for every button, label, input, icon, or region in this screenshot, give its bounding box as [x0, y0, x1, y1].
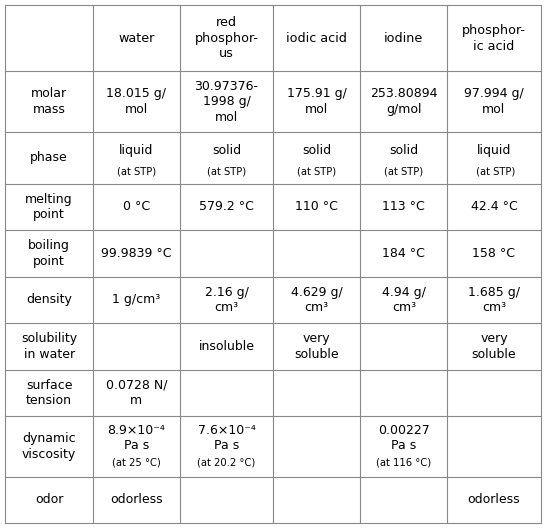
Text: odor: odor: [35, 493, 63, 506]
Text: liquid: liquid: [477, 144, 511, 157]
Text: 97.994 g/
mol: 97.994 g/ mol: [464, 88, 524, 116]
Text: water: water: [118, 32, 155, 45]
Text: iodine: iodine: [384, 32, 424, 45]
Text: 0 °C: 0 °C: [123, 200, 150, 213]
Text: 7.6×10⁻⁴
Pa s: 7.6×10⁻⁴ Pa s: [198, 424, 256, 452]
Text: 184 °C: 184 °C: [382, 247, 425, 260]
Text: 113 °C: 113 °C: [382, 200, 425, 213]
Text: 158 °C: 158 °C: [472, 247, 515, 260]
Text: 0.0728 N/
m: 0.0728 N/ m: [105, 379, 167, 407]
Text: 2.16 g/
cm³: 2.16 g/ cm³: [205, 286, 248, 314]
Text: iodic acid: iodic acid: [286, 32, 347, 45]
Text: 0.00227
Pa s: 0.00227 Pa s: [378, 424, 430, 452]
Text: 42.4 °C: 42.4 °C: [471, 200, 518, 213]
Text: odorless: odorless: [110, 493, 163, 506]
Text: surface
tension: surface tension: [26, 379, 72, 407]
Text: very
soluble: very soluble: [472, 332, 517, 361]
Text: solubility
in water: solubility in water: [21, 332, 77, 361]
Text: (at 25 °C): (at 25 °C): [112, 457, 161, 467]
Text: (at STP): (at STP): [384, 166, 423, 176]
Text: solid: solid: [212, 144, 241, 157]
Text: (at STP): (at STP): [473, 166, 515, 176]
Text: 579.2 °C: 579.2 °C: [199, 200, 254, 213]
Text: melting
point: melting point: [25, 193, 73, 221]
Text: phosphor-
ic acid: phosphor- ic acid: [462, 24, 526, 53]
Text: (at STP): (at STP): [297, 166, 336, 176]
Text: solid: solid: [302, 144, 331, 157]
Text: density: density: [26, 294, 72, 306]
Text: solid: solid: [389, 144, 418, 157]
Text: 110 °C: 110 °C: [295, 200, 338, 213]
Text: 99.9839 °C: 99.9839 °C: [101, 247, 171, 260]
Text: 4.629 g/
cm³: 4.629 g/ cm³: [290, 286, 342, 314]
Text: 1.685 g/
cm³: 1.685 g/ cm³: [468, 286, 520, 314]
Text: 1 g/cm³: 1 g/cm³: [112, 294, 161, 306]
Text: very
soluble: very soluble: [294, 332, 339, 361]
Text: 253.80894
g/mol: 253.80894 g/mol: [370, 88, 437, 116]
Text: 8.9×10⁻⁴
Pa s: 8.9×10⁻⁴ Pa s: [108, 424, 165, 452]
Text: (at 116 °C): (at 116 °C): [376, 457, 431, 467]
Text: liquid: liquid: [119, 144, 153, 157]
Text: odorless: odorless: [468, 493, 520, 506]
Text: (at STP): (at STP): [207, 166, 246, 176]
Text: (at STP): (at STP): [117, 166, 156, 176]
Text: 18.015 g/
mol: 18.015 g/ mol: [106, 88, 167, 116]
Text: 30.97376-
1998 g/
mol: 30.97376- 1998 g/ mol: [194, 80, 258, 124]
Text: (at 20.2 °C): (at 20.2 °C): [197, 457, 256, 467]
Text: boiling
point: boiling point: [28, 239, 70, 268]
Text: dynamic
viscosity: dynamic viscosity: [22, 432, 76, 461]
Text: red
phosphor-
us: red phosphor- us: [194, 16, 258, 60]
Text: phase: phase: [30, 151, 68, 164]
Text: molar
mass: molar mass: [31, 88, 67, 116]
Text: insoluble: insoluble: [198, 340, 254, 353]
Text: 175.91 g/
mol: 175.91 g/ mol: [287, 88, 347, 116]
Text: 4.94 g/
cm³: 4.94 g/ cm³: [382, 286, 426, 314]
